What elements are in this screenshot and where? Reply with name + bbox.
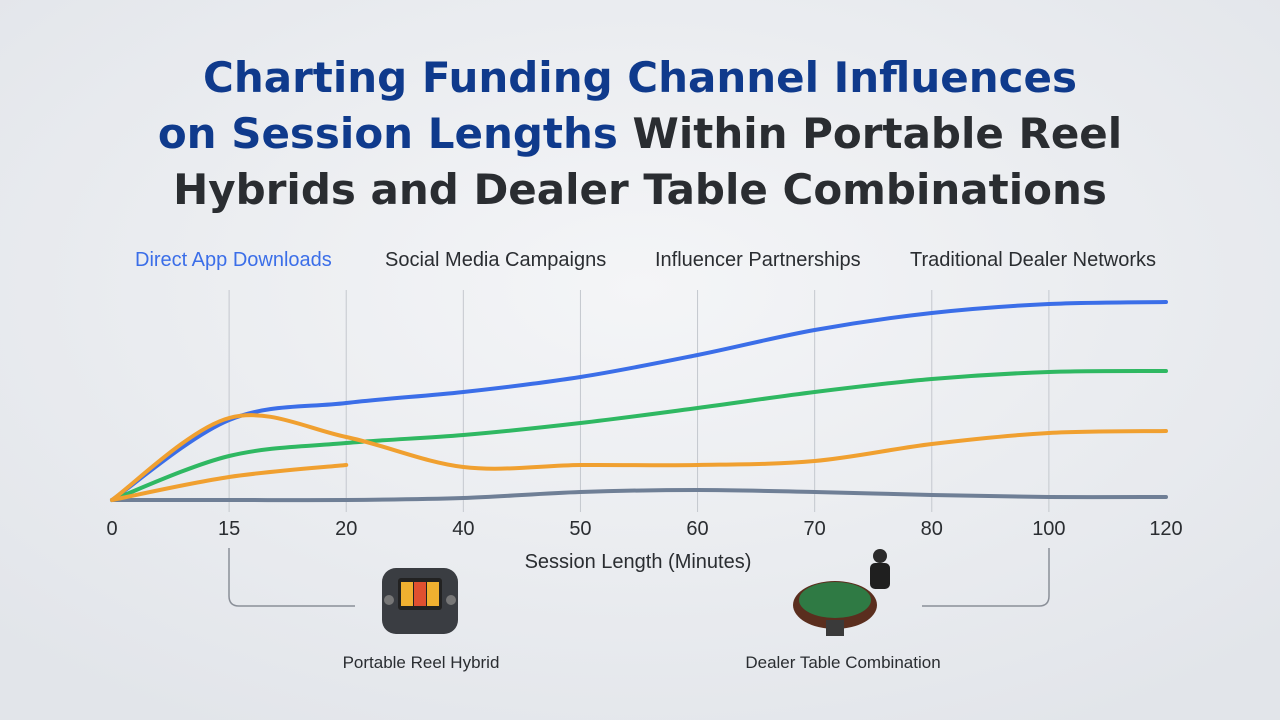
series-line [110, 413, 1168, 502]
bracket [922, 548, 1050, 607]
legend-label: Social Media Campaigns [385, 249, 606, 271]
series-line [110, 369, 1168, 502]
series-line [110, 463, 349, 502]
bracket [228, 548, 355, 607]
legend-label: Influencer Partnerships [655, 249, 861, 271]
legend-label: Direct App Downloads [135, 249, 332, 271]
chart-title: Charting Funding Channel Influences [203, 53, 1077, 102]
x-tick-label: 70 [804, 518, 826, 540]
chart-title: on Session Lengths Within Portable Reel [158, 109, 1122, 158]
x-tick-label: 15 [218, 518, 240, 540]
chart-title: on Session Lengths [158, 109, 618, 158]
series-line [110, 487, 1168, 503]
dealer-table-icon [793, 549, 890, 636]
annotation: Dealer Table Combination [745, 653, 940, 672]
annotation: Portable Reel Hybrid [343, 653, 500, 672]
x-tick-label: 20 [335, 518, 357, 540]
x-axis-title: Session Length (Minutes) [525, 551, 752, 573]
chart-title: Within Portable Reel [633, 109, 1123, 158]
x-tick-label: 100 [1032, 518, 1065, 540]
reel-device-icon [382, 568, 458, 634]
x-tick-label: 40 [452, 518, 474, 540]
series-line [110, 300, 1168, 502]
x-tick-label: 0 [106, 518, 117, 540]
x-tick-label: 120 [1149, 518, 1182, 540]
x-tick-label: 60 [686, 518, 708, 540]
legend-label: Traditional Dealer Networks [910, 249, 1156, 271]
x-tick-label: 50 [569, 518, 591, 540]
chart-title: Hybrids and Dealer Table Combinations [173, 165, 1107, 214]
x-tick-label: 80 [921, 518, 943, 540]
